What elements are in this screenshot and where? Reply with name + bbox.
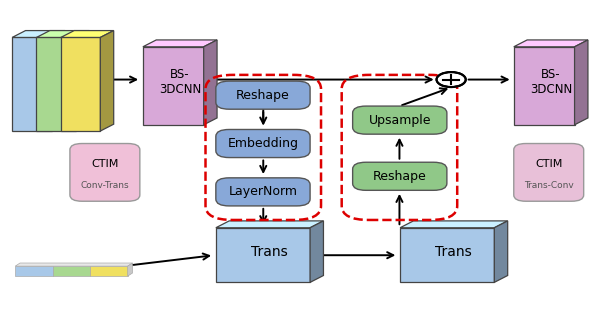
Polygon shape [15,266,53,276]
Text: Reshape: Reshape [236,89,290,102]
Polygon shape [100,31,114,131]
Polygon shape [143,47,204,125]
FancyBboxPatch shape [514,144,584,201]
Polygon shape [76,31,89,131]
Polygon shape [575,40,588,125]
Polygon shape [204,40,217,125]
Text: BS-
3DCNN: BS- 3DCNN [530,68,572,96]
Text: Reshape: Reshape [373,170,427,183]
Polygon shape [143,40,217,47]
Text: Trans: Trans [251,245,288,259]
Text: Trans-Conv: Trans-Conv [524,181,573,190]
FancyBboxPatch shape [216,178,310,206]
Polygon shape [36,37,76,131]
Text: BS-
3DCNN: BS- 3DCNN [159,68,201,96]
Text: CTIM: CTIM [535,159,562,169]
Text: CTIM: CTIM [91,159,119,169]
Polygon shape [400,228,494,282]
FancyBboxPatch shape [353,106,447,134]
Polygon shape [310,221,323,282]
Polygon shape [494,221,508,282]
Polygon shape [514,47,575,125]
Polygon shape [61,31,114,37]
Polygon shape [216,221,323,228]
Polygon shape [400,221,508,228]
FancyBboxPatch shape [353,162,447,190]
Polygon shape [12,37,52,131]
Polygon shape [216,228,310,282]
Polygon shape [52,31,65,131]
Text: Embedding: Embedding [227,137,299,150]
Text: Trans: Trans [435,245,472,259]
Polygon shape [12,31,65,37]
Text: Conv-Trans: Conv-Trans [81,181,129,190]
Polygon shape [514,40,588,47]
FancyBboxPatch shape [216,129,310,158]
Polygon shape [15,263,133,266]
FancyBboxPatch shape [70,144,140,201]
Polygon shape [128,263,133,276]
Polygon shape [53,266,90,276]
Polygon shape [36,31,89,37]
FancyBboxPatch shape [216,81,310,109]
Text: Upsample: Upsample [368,114,431,127]
Circle shape [437,72,466,87]
Polygon shape [90,266,128,276]
Text: LayerNorm: LayerNorm [229,185,297,198]
Polygon shape [61,37,100,131]
